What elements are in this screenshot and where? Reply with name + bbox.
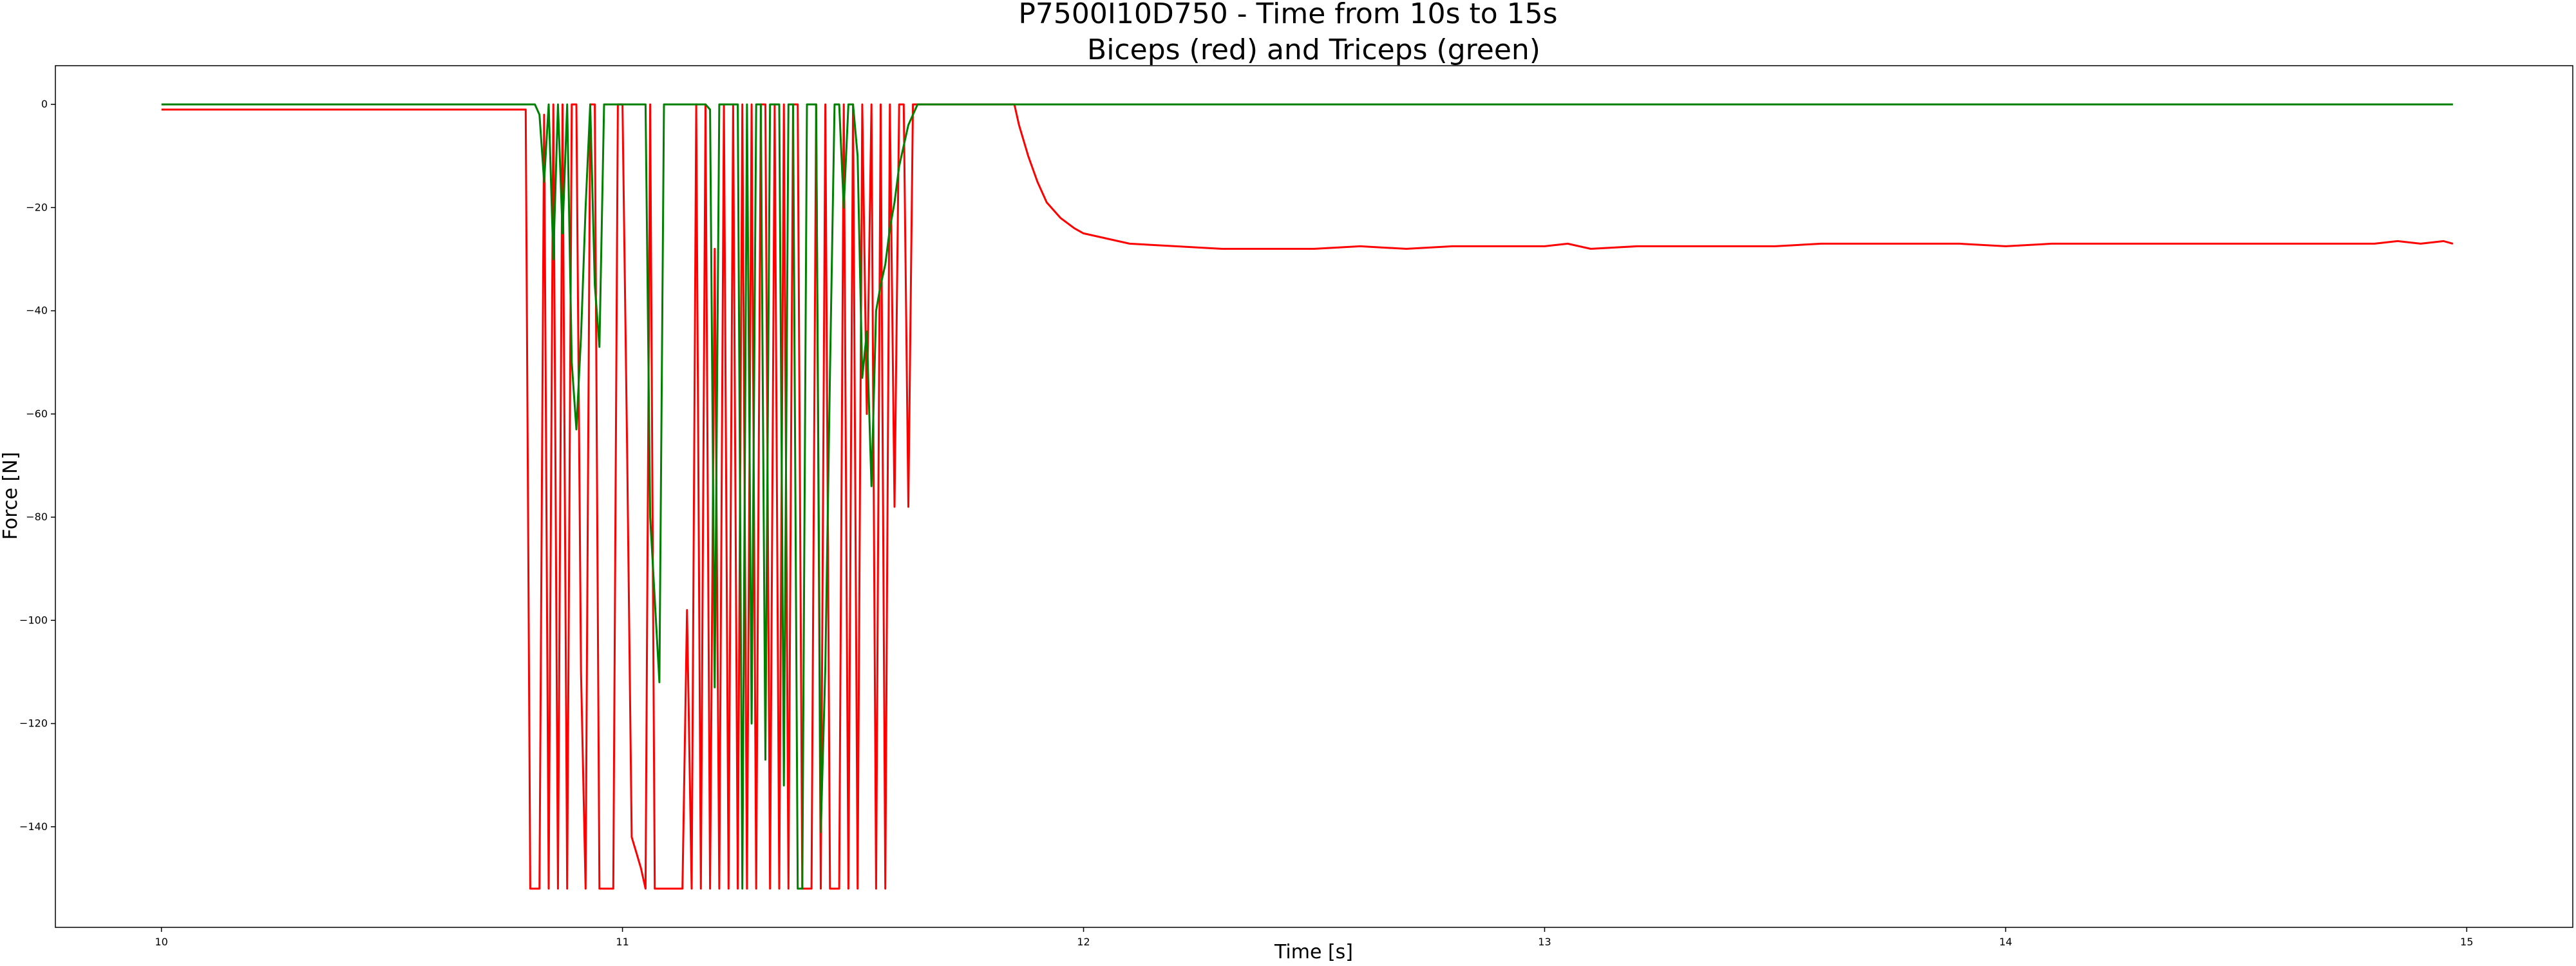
x-tick-label: 13 [1538, 936, 1551, 948]
y-tick-label: −40 [26, 305, 48, 317]
y-tick-label: −100 [19, 614, 48, 626]
y-tick-label: −20 [26, 201, 48, 213]
y-tick-label: −140 [19, 820, 48, 833]
series-line-triceps [161, 103, 2453, 890]
plot-area [55, 65, 2573, 928]
x-tick-label: 15 [2460, 936, 2473, 948]
y-tick-label: −80 [26, 511, 48, 523]
series-group [161, 103, 2454, 890]
series-line-biceps [161, 103, 2454, 890]
x-axis-label: Time [s] [1274, 941, 1353, 963]
chart-subtitle: Biceps (red) and Triceps (green) [1087, 33, 1540, 66]
chart-title: P7500I10D750 - Time from 10s to 15s [1018, 0, 1557, 30]
x-tick-label: 11 [616, 936, 629, 948]
x-tick-label: 14 [1999, 936, 2012, 948]
x-tick-label: 12 [1077, 936, 1090, 948]
y-tick-label: −60 [26, 408, 48, 420]
y-tick-label: −120 [19, 717, 48, 730]
y-axis-label: Force [N] [0, 452, 22, 540]
axis-ticks: 10 11 12 13 14 15 0 −20 −40 −60 −80 −100 −120 −140 [19, 98, 2473, 948]
x-tick-label: 10 [155, 936, 167, 948]
y-tick-label: 0 [41, 98, 48, 110]
